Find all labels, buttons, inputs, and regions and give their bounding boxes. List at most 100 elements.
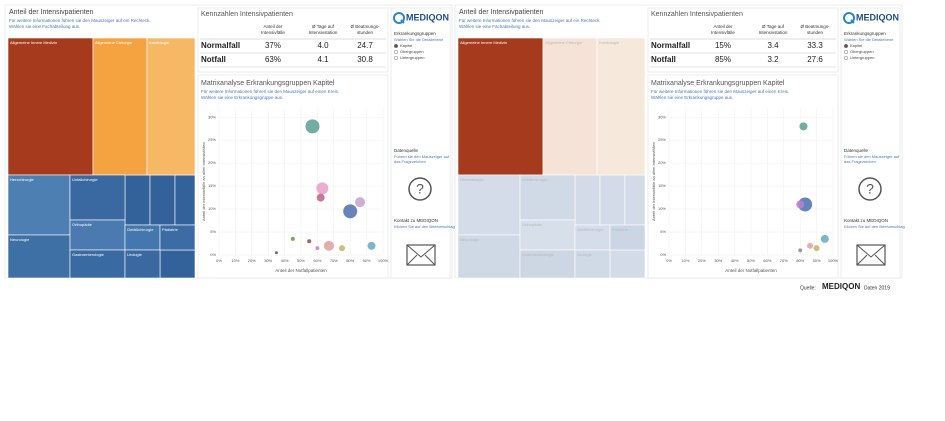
kpi-cell: 4.1 xyxy=(317,55,329,64)
treemap-tile[interactable] xyxy=(542,37,598,176)
x-tick-label: 60% xyxy=(763,258,771,263)
bubble[interactable] xyxy=(274,251,278,255)
help-icon[interactable] xyxy=(858,177,882,201)
treemap-tile[interactable] xyxy=(457,234,521,279)
treemap-tile[interactable] xyxy=(92,37,148,176)
bubble[interactable] xyxy=(820,234,829,243)
x-tick-label: 70% xyxy=(780,258,788,263)
bubble[interactable] xyxy=(323,240,334,251)
bubble[interactable] xyxy=(343,204,358,219)
bubble[interactable] xyxy=(307,239,312,244)
treemap-tile[interactable] xyxy=(124,249,161,279)
source-hint: Führen sie den Mauszeiger auf xyxy=(394,154,450,159)
bubble[interactable] xyxy=(316,182,329,195)
treemap-tile-label: Urologie xyxy=(127,252,143,257)
logo-icon xyxy=(393,12,405,24)
x-tick-label: 60% xyxy=(313,258,321,263)
x-tick-label: 40% xyxy=(281,258,289,263)
kpi-frame xyxy=(197,7,389,73)
radio-button[interactable] xyxy=(843,43,849,49)
treemap-tile-label: Gefäßchirurgie xyxy=(127,227,154,232)
treemap-tile[interactable] xyxy=(7,37,94,176)
treemap-tile[interactable] xyxy=(159,224,196,251)
treemap-subtitle: Wählen sie eine Fachabteilung aus. xyxy=(459,24,530,29)
x-tick-label: 10% xyxy=(231,258,239,263)
footer-brand: MEDIQON xyxy=(822,282,860,291)
treemap-tile-label: Gastroenterologie xyxy=(522,252,555,257)
treemap-tile[interactable] xyxy=(7,174,71,236)
bubble[interactable] xyxy=(305,119,320,134)
radio-button[interactable] xyxy=(393,43,399,49)
bubble[interactable] xyxy=(315,246,320,251)
group-title: Erkrankungsgruppen xyxy=(394,31,436,36)
treemap-tile[interactable] xyxy=(596,37,646,176)
x-tick-label: 70% xyxy=(330,258,338,263)
treemap-tile[interactable] xyxy=(574,249,611,279)
bubble[interactable] xyxy=(316,193,325,202)
radio-button[interactable] xyxy=(843,49,849,55)
treemap-tile[interactable] xyxy=(69,174,126,221)
kpi-title: Kennzahlen Intensivpatienten xyxy=(201,11,293,18)
x-tick-label: 0% xyxy=(666,258,672,263)
kpi-row-label: Normalfall xyxy=(201,41,240,50)
group-hint: Wählen Sie die Detailebene xyxy=(844,37,894,42)
help-icon[interactable] xyxy=(408,177,432,201)
treemap-tile[interactable] xyxy=(69,249,126,279)
bubble[interactable] xyxy=(290,236,295,241)
bubble[interactable] xyxy=(339,245,345,252)
y-tick-label: 10% xyxy=(208,206,216,211)
treemap-tile[interactable] xyxy=(457,174,521,236)
treemap-tile-label: Gastroenterologie xyxy=(72,252,105,257)
treemap-tile-label: Herzchirurgie xyxy=(460,177,485,182)
treemap-tile[interactable] xyxy=(574,224,611,251)
treemap-tile[interactable] xyxy=(7,234,71,279)
kpi-row-label: Notfall xyxy=(651,55,676,64)
bubble[interactable] xyxy=(798,248,803,253)
radio-button[interactable] xyxy=(393,49,399,55)
kpi-cell: 27.6 xyxy=(807,55,823,64)
x-tick-label: 0% xyxy=(216,258,222,263)
kpi-cell: 37% xyxy=(265,41,281,50)
radio-button[interactable] xyxy=(843,55,849,61)
source-hint: das Fragezeichen xyxy=(844,159,876,164)
y-tick-label: 5% xyxy=(660,229,666,234)
kpi-column-header: Anteil der xyxy=(263,24,283,29)
bubble[interactable] xyxy=(807,242,814,249)
treemap-subtitle: Für weitere Informationen führen sie den… xyxy=(9,18,151,23)
y-tick-label: 20% xyxy=(658,160,666,165)
bubble[interactable] xyxy=(799,122,808,131)
y-tick-label: 25% xyxy=(208,137,216,142)
treemap-tile[interactable] xyxy=(519,249,576,279)
radio-button[interactable] xyxy=(393,55,399,61)
bubble[interactable] xyxy=(367,241,376,250)
treemap-subtitle: Wählen sie eine Fachabteilung aus. xyxy=(9,24,80,29)
treemap-tile[interactable] xyxy=(457,37,544,176)
x-tick-label: 20% xyxy=(698,258,706,263)
logo-icon xyxy=(400,19,405,24)
treemap-tile xyxy=(609,249,646,279)
envelope-icon[interactable] xyxy=(856,244,886,266)
scatter-title: Matrixanalyse Erkrankungsgruppen Kapitel xyxy=(651,80,785,87)
scatter-frame xyxy=(647,74,839,279)
dashboard: Anteil der Intensivpatienten Für weitere … xyxy=(4,4,455,279)
kpi-column-header: Intensivstation xyxy=(759,30,788,35)
bubble[interactable] xyxy=(355,197,366,208)
radio-label: Obergruppen xyxy=(400,49,424,54)
kpi-cell: 33.3 xyxy=(807,41,823,50)
kpi-title: Kennzahlen Intensivpatienten xyxy=(651,11,743,18)
y-tick-label: 0% xyxy=(210,252,216,257)
bubble[interactable] xyxy=(796,200,805,209)
bubble[interactable] xyxy=(813,245,820,252)
group-title: Erkrankungsgruppen xyxy=(844,31,886,36)
contact-title: Kontakt zu MEDIQON xyxy=(844,218,888,223)
envelope-icon[interactable] xyxy=(406,244,436,266)
source-hint: das Fragezeichen xyxy=(394,159,426,164)
treemap-tile xyxy=(159,249,196,279)
y-tick-label: 15% xyxy=(208,183,216,188)
y-tick-label: 20% xyxy=(208,160,216,165)
treemap-tile-label: Neurologie xyxy=(10,237,30,242)
radio-label: Kapitel xyxy=(400,43,412,48)
treemap-tile[interactable] xyxy=(146,37,196,176)
treemap-tile[interactable] xyxy=(609,224,646,251)
kpi-column-header: Ø Beatmungs- xyxy=(350,24,380,29)
